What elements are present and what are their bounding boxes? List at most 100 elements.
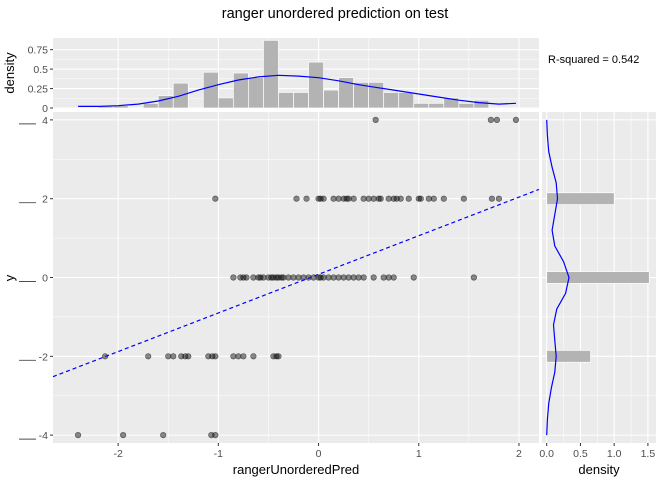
- top-histogram-bar: [458, 102, 475, 109]
- top-histogram-bar: [248, 77, 264, 109]
- right-histogram-bar: [546, 350, 591, 363]
- scatter-point: [410, 274, 417, 281]
- scatter-point: [335, 195, 342, 202]
- scatter-point: [493, 116, 501, 123]
- top-histogram-bar: [383, 92, 400, 109]
- top-y-tick-label: 0.5: [33, 64, 48, 76]
- main-x-tick-label: 0: [316, 448, 322, 460]
- scatter-point: [280, 274, 287, 281]
- scatter-point: [74, 432, 82, 439]
- top-histogram-bar: [263, 39, 279, 109]
- scatter-point: [330, 274, 337, 281]
- scatter-point: [405, 195, 412, 202]
- scatter-point: [460, 195, 467, 202]
- scatter-point: [185, 353, 192, 360]
- scatter-point: [487, 116, 495, 123]
- right-x-tick-label: 1.5: [641, 448, 656, 460]
- scatter-point: [330, 195, 337, 202]
- scatter-point: [303, 195, 310, 202]
- top-histogram-bars: [97, 39, 490, 109]
- scatter-point: [417, 195, 424, 202]
- scatter-point: [430, 195, 437, 202]
- scatter-point: [293, 195, 300, 202]
- main-gridlines: [53, 112, 539, 443]
- scatter-point: [170, 353, 177, 360]
- scatter-point: [372, 116, 379, 123]
- main-x-axis-title: rangerUnorderedPred: [233, 462, 359, 477]
- scatter-point: [102, 353, 109, 360]
- scatter-point: [145, 353, 152, 360]
- top-histogram-bar: [398, 92, 415, 109]
- top-histogram-bar: [413, 102, 430, 109]
- scatter-point: [165, 353, 172, 360]
- scatter-point: [375, 195, 382, 202]
- scatter-point: [397, 195, 404, 202]
- scatter-point: [350, 274, 357, 281]
- scatter-point: [325, 274, 332, 281]
- top-histogram-bar: [443, 97, 460, 109]
- scatter-point: [295, 274, 302, 281]
- scatter-point: [365, 195, 372, 202]
- top-histogram-bar: [278, 92, 294, 109]
- scatter-point: [255, 274, 262, 281]
- main-y-axis-title: y: [2, 274, 17, 281]
- scatter-point: [230, 353, 237, 360]
- top-histogram-bar: [293, 92, 309, 109]
- fit-line: [52, 188, 540, 378]
- scatter-point: [275, 353, 282, 360]
- scatter-point: [260, 274, 267, 281]
- scatter-point: [240, 353, 247, 360]
- scatter-point: [230, 274, 237, 281]
- right-x-ticks: 0.0 0.5 1.0 1.5: [539, 443, 655, 460]
- top-histogram-bar: [428, 102, 445, 109]
- top-histogram-bar: [202, 71, 219, 109]
- main-y-tick-label: -2: [39, 351, 48, 363]
- scatter-point: [360, 195, 367, 202]
- scatter-point: [355, 274, 362, 281]
- scatter-point: [278, 274, 285, 281]
- main-panel: -2 -1 0 1 2 -4 -2 0 2 4 rangerUnorderedPred y: [2, 112, 540, 477]
- main-y-ticks: -4 -2 0 2 4: [19, 115, 53, 442]
- top-histogram-bar: [473, 99, 490, 109]
- top-y-axis-title: density: [2, 52, 17, 94]
- scatter-point: [345, 195, 352, 202]
- main-x-tick-label: 1: [416, 448, 422, 460]
- main-y-tick-label: 2: [42, 194, 48, 206]
- scatter-point: [290, 274, 297, 281]
- scatter-point: [350, 195, 357, 202]
- scatter-point: [320, 274, 327, 281]
- scatter-point: [315, 274, 322, 281]
- scatter-point: [425, 195, 432, 202]
- scatter-point: [235, 353, 242, 360]
- main-x-tick-label: -1: [214, 448, 223, 460]
- top-density-curve: [78, 74, 517, 107]
- scatter-point: [345, 274, 352, 281]
- scatter-point: [488, 195, 496, 202]
- top-histogram-bar: [323, 89, 339, 109]
- top-y-tick-label: 0: [42, 103, 48, 115]
- scatter-point: [335, 274, 342, 281]
- scatter-point: [377, 195, 384, 202]
- scatter-point: [250, 274, 257, 281]
- top-histogram-bar: [142, 102, 159, 109]
- right-x-axis-title: density: [578, 462, 620, 477]
- scatter-point: [120, 432, 127, 439]
- scatter-point: [495, 195, 503, 202]
- main-x-ticks: -2 -1 0 1 2: [113, 443, 522, 460]
- main-y-tick-label: 4: [42, 115, 48, 127]
- scatter-point: [415, 195, 422, 202]
- scatter-point: [385, 274, 392, 281]
- right-histogram-bars: [546, 192, 650, 363]
- right-histogram-bar: [546, 271, 650, 284]
- right-density-curve: [546, 119, 570, 436]
- scatter-point: [380, 274, 387, 281]
- scatter-point: [160, 432, 167, 439]
- scatter-point: [385, 195, 392, 202]
- scatter-point: [285, 274, 292, 281]
- top-y-tick-label: 0.25: [28, 84, 49, 96]
- top-histogram-bar: [308, 61, 324, 109]
- top-y-tick-label: 0.75: [28, 45, 49, 57]
- scatter-point: [315, 195, 322, 202]
